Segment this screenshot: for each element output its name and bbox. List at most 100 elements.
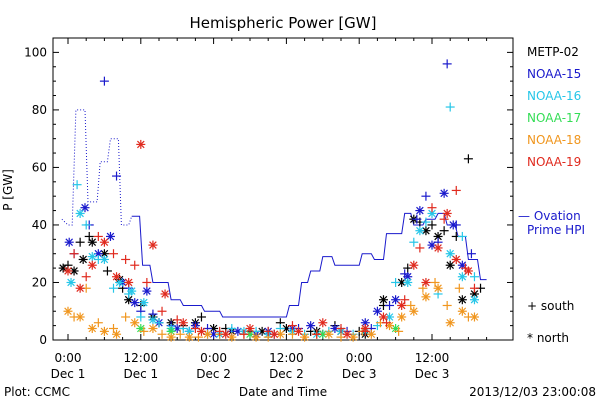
- south-point: [124, 289, 134, 299]
- south-point: [457, 231, 467, 241]
- south-point: [215, 326, 225, 336]
- y-tick-label: 0: [39, 333, 47, 347]
- north-point: [87, 237, 97, 247]
- north-point: [130, 318, 140, 328]
- north-point: [178, 318, 188, 328]
- south-point: [427, 220, 437, 230]
- south-point: [287, 321, 297, 331]
- south-point: [196, 312, 206, 322]
- south-point: [360, 326, 370, 336]
- north-point: [457, 272, 467, 282]
- south-point: [72, 180, 82, 190]
- south-point: [382, 318, 391, 328]
- south-point: [157, 306, 167, 316]
- south-point: [99, 76, 109, 86]
- x-tick-label-time: 12:00: [269, 351, 304, 365]
- north-point: [99, 237, 109, 247]
- north-point: [378, 312, 388, 322]
- north-point: [397, 312, 407, 322]
- north-point: [421, 292, 431, 302]
- north-point: [99, 254, 109, 264]
- legend-ovation-label-2: Prime HPI: [527, 223, 585, 237]
- x-tick-label-date: Dec 1: [51, 367, 86, 381]
- plot-frame: [52, 37, 514, 341]
- north-point: [99, 326, 109, 336]
- south-point: [121, 312, 131, 322]
- south-point: [312, 329, 322, 339]
- north-point: [130, 298, 140, 308]
- north-point: [439, 188, 449, 198]
- north-point: [75, 208, 85, 218]
- x-tick-label-date: Dec 2: [196, 367, 231, 381]
- north-point: [166, 332, 176, 342]
- north-point: [348, 332, 358, 342]
- legend-series-label: NOAA-18: [527, 133, 581, 147]
- x-tick-label-date: Dec 2: [269, 367, 304, 381]
- north-point: [342, 329, 352, 339]
- north-point: [251, 332, 261, 342]
- south-point: [75, 237, 85, 247]
- x-tick-label-time: 0:00: [346, 351, 373, 365]
- south-point: [93, 318, 103, 328]
- south-point: [400, 295, 410, 305]
- legend-series-label: NOAA-15: [527, 67, 581, 81]
- north-point: [306, 321, 316, 331]
- north-point: [385, 312, 395, 322]
- south-point: [469, 283, 479, 293]
- south-point: [460, 263, 470, 273]
- y-tick-label: 40: [32, 218, 47, 232]
- south-point: [409, 237, 419, 247]
- south-point: [239, 329, 249, 339]
- north-point: [64, 237, 74, 247]
- south-point: [336, 323, 346, 333]
- legend-series-label: NOAA-16: [527, 89, 581, 103]
- x-tick-label-date: Dec 3: [415, 367, 450, 381]
- south-point: [157, 329, 167, 339]
- legend-series-label: NOAA-19: [527, 155, 581, 169]
- south-point: [412, 214, 422, 224]
- south-point: [109, 249, 118, 259]
- north-point: [445, 249, 455, 259]
- north-point: [409, 306, 419, 316]
- north-point: [66, 277, 76, 287]
- south-point: [263, 326, 273, 336]
- south-point: [406, 300, 416, 310]
- south-point: [136, 312, 146, 322]
- x-tick-label-date: Dec 1: [123, 367, 158, 381]
- north-point: [87, 323, 97, 333]
- x-tick-label-date: Dec 3: [342, 367, 377, 381]
- y-tick-label: 80: [32, 103, 47, 117]
- north-point: [78, 254, 88, 264]
- south-point: [81, 220, 91, 230]
- legend: METP-02 NOAA-15 NOAA-16 NOAA-17 NOAA-18 NOAA-…: [518, 45, 585, 345]
- north-point: [105, 231, 115, 241]
- north-point: [445, 260, 455, 270]
- south-point: [130, 260, 140, 270]
- legend-marker-south: + south: [527, 299, 574, 313]
- north-point: [445, 318, 455, 328]
- south-point: [84, 231, 94, 241]
- south-point: [109, 283, 118, 293]
- north-point: [75, 283, 85, 293]
- north-point: [221, 329, 231, 339]
- south-point: [415, 243, 425, 253]
- ovation-hpi-solid: [131, 212, 487, 318]
- north-point: [372, 306, 382, 316]
- x-axis-label: Date and Time: [239, 385, 327, 399]
- south-point: [69, 249, 79, 259]
- x-tick-label-time: 12:00: [415, 351, 450, 365]
- south-point: [172, 315, 182, 325]
- south-point: [121, 254, 131, 264]
- north-point: [324, 329, 334, 339]
- north-point: [294, 326, 304, 336]
- south-point: [442, 59, 452, 69]
- south-point: [466, 249, 476, 259]
- south-point: [463, 312, 473, 322]
- north-point: [63, 306, 73, 316]
- south-point: [430, 277, 440, 287]
- north-point: [415, 206, 425, 216]
- x-tick-label-time: 0:00: [55, 351, 82, 365]
- south-point: [427, 203, 437, 213]
- north-point: [451, 254, 461, 264]
